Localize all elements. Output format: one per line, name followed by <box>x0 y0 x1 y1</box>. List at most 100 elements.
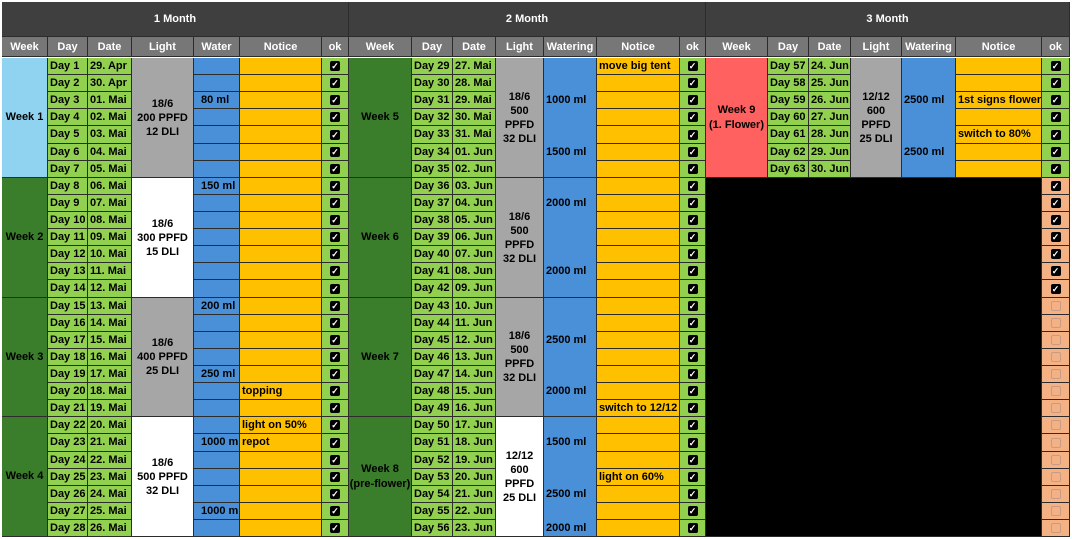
notice-cell[interactable]: topping <box>240 383 322 400</box>
checkbox-checked-icon[interactable]: ✓ <box>1050 181 1061 191</box>
checkbox-checked-icon[interactable]: ✓ <box>1050 232 1061 242</box>
checkbox-checked-icon[interactable]: ✓ <box>687 283 698 294</box>
notice-cell[interactable] <box>240 298 322 315</box>
checkbox-checked-icon[interactable]: ✓ <box>687 78 698 88</box>
water-cell[interactable] <box>194 212 240 229</box>
water-cell[interactable]: 150 ml <box>194 178 240 195</box>
checkbox-checked-icon[interactable]: ✓ <box>1050 249 1061 259</box>
checkbox-empty-icon[interactable] <box>1050 369 1061 379</box>
checkbox-checked-icon[interactable]: ✓ <box>330 523 340 533</box>
water-cell[interactable] <box>194 144 240 161</box>
water-cell[interactable]: 1000 ml <box>194 503 240 520</box>
checkbox-checked-icon[interactable]: ✓ <box>1050 61 1061 71</box>
checkbox-checked-icon[interactable]: ✓ <box>687 232 698 242</box>
checkbox-checked-icon[interactable]: ✓ <box>330 181 340 191</box>
notice-cell[interactable] <box>240 332 322 349</box>
checkbox-checked-icon[interactable]: ✓ <box>687 112 698 122</box>
notice-cell[interactable] <box>597 452 680 469</box>
notice-cell[interactable] <box>240 486 322 503</box>
checkbox-checked-icon[interactable]: ✓ <box>687 215 698 225</box>
checkbox-checked-icon[interactable]: ✓ <box>330 95 340 105</box>
checkbox-empty-icon[interactable] <box>1050 523 1061 533</box>
water-cell[interactable]: 250 ml <box>194 366 240 383</box>
checkbox-checked-icon[interactable]: ✓ <box>687 335 698 345</box>
notice-cell[interactable] <box>956 161 1042 178</box>
checkbox-empty-icon[interactable] <box>1050 335 1061 345</box>
notice-cell[interactable] <box>240 195 322 212</box>
notice-cell[interactable] <box>240 178 322 195</box>
notice-cell[interactable] <box>597 280 680 298</box>
checkbox-checked-icon[interactable]: ✓ <box>330 420 340 430</box>
checkbox-checked-icon[interactable]: ✓ <box>330 318 340 328</box>
checkbox-checked-icon[interactable]: ✓ <box>330 455 340 465</box>
notice-cell[interactable]: repot <box>240 434 322 452</box>
notice-cell[interactable] <box>240 469 322 486</box>
notice-cell[interactable] <box>597 366 680 383</box>
checkbox-checked-icon[interactable]: ✓ <box>330 489 340 499</box>
checkbox-empty-icon[interactable] <box>1050 403 1061 413</box>
checkbox-checked-icon[interactable]: ✓ <box>1050 78 1061 88</box>
water-cell[interactable] <box>194 417 240 434</box>
notice-cell[interactable] <box>240 92 322 109</box>
notice-cell[interactable] <box>240 366 322 383</box>
water-cell[interactable] <box>194 161 240 178</box>
water-cell[interactable] <box>194 280 240 298</box>
checkbox-checked-icon[interactable]: ✓ <box>687 181 698 191</box>
notice-cell[interactable] <box>597 263 680 280</box>
notice-cell[interactable] <box>597 75 680 92</box>
water-cell[interactable] <box>194 263 240 280</box>
notice-cell[interactable] <box>240 109 322 126</box>
notice-cell[interactable] <box>597 417 680 434</box>
water-cell[interactable] <box>194 58 240 75</box>
notice-cell[interactable] <box>240 144 322 161</box>
checkbox-checked-icon[interactable]: ✓ <box>330 129 340 140</box>
checkbox-empty-icon[interactable] <box>1050 352 1061 362</box>
checkbox-checked-icon[interactable]: ✓ <box>330 112 340 122</box>
notice-cell[interactable] <box>597 144 680 161</box>
checkbox-checked-icon[interactable]: ✓ <box>330 198 340 208</box>
checkbox-empty-icon[interactable] <box>1050 318 1061 328</box>
notice-cell[interactable] <box>956 144 1042 161</box>
checkbox-checked-icon[interactable]: ✓ <box>1050 283 1061 294</box>
checkbox-checked-icon[interactable]: ✓ <box>687 61 698 71</box>
checkbox-checked-icon[interactable]: ✓ <box>330 335 340 345</box>
water-cell[interactable] <box>194 332 240 349</box>
water-cell[interactable] <box>194 229 240 246</box>
checkbox-checked-icon[interactable]: ✓ <box>687 403 698 413</box>
notice-cell[interactable]: switch to 80% <box>956 126 1042 144</box>
notice-cell[interactable] <box>240 503 322 520</box>
checkbox-checked-icon[interactable]: ✓ <box>330 352 340 362</box>
checkbox-checked-icon[interactable]: ✓ <box>687 506 698 516</box>
water-cell[interactable]: 1000 ml <box>194 434 240 452</box>
checkbox-checked-icon[interactable]: ✓ <box>1050 95 1061 105</box>
notice-cell[interactable]: 1st signs flower <box>956 92 1042 109</box>
checkbox-checked-icon[interactable]: ✓ <box>687 420 698 430</box>
water-cell[interactable] <box>194 109 240 126</box>
notice-cell[interactable]: light on 50% <box>240 417 322 434</box>
checkbox-checked-icon[interactable]: ✓ <box>330 249 340 259</box>
notice-cell[interactable] <box>597 383 680 400</box>
water-cell[interactable] <box>194 400 240 417</box>
checkbox-checked-icon[interactable]: ✓ <box>1050 147 1061 157</box>
checkbox-checked-icon[interactable]: ✓ <box>330 283 340 294</box>
checkbox-checked-icon[interactable]: ✓ <box>687 472 698 482</box>
notice-cell[interactable] <box>240 126 322 144</box>
checkbox-empty-icon[interactable] <box>1050 437 1061 448</box>
checkbox-checked-icon[interactable]: ✓ <box>687 489 698 499</box>
checkbox-checked-icon[interactable]: ✓ <box>330 215 340 225</box>
notice-cell[interactable] <box>956 75 1042 92</box>
notice-cell[interactable] <box>597 212 680 229</box>
checkbox-checked-icon[interactable]: ✓ <box>687 301 698 311</box>
checkbox-checked-icon[interactable]: ✓ <box>1050 215 1061 225</box>
water-cell[interactable] <box>194 520 240 537</box>
notice-cell[interactable]: light on 60% <box>597 469 680 486</box>
checkbox-empty-icon[interactable] <box>1050 472 1061 482</box>
notice-cell[interactable] <box>240 246 322 263</box>
checkbox-checked-icon[interactable]: ✓ <box>330 386 340 396</box>
watering-cell[interactable]: 2500 ml 2000 ml <box>544 298 597 417</box>
notice-cell[interactable]: move big tent <box>597 58 680 75</box>
water-cell[interactable] <box>194 469 240 486</box>
notice-cell[interactable] <box>956 109 1042 126</box>
checkbox-checked-icon[interactable]: ✓ <box>330 78 340 88</box>
notice-cell[interactable] <box>240 400 322 417</box>
